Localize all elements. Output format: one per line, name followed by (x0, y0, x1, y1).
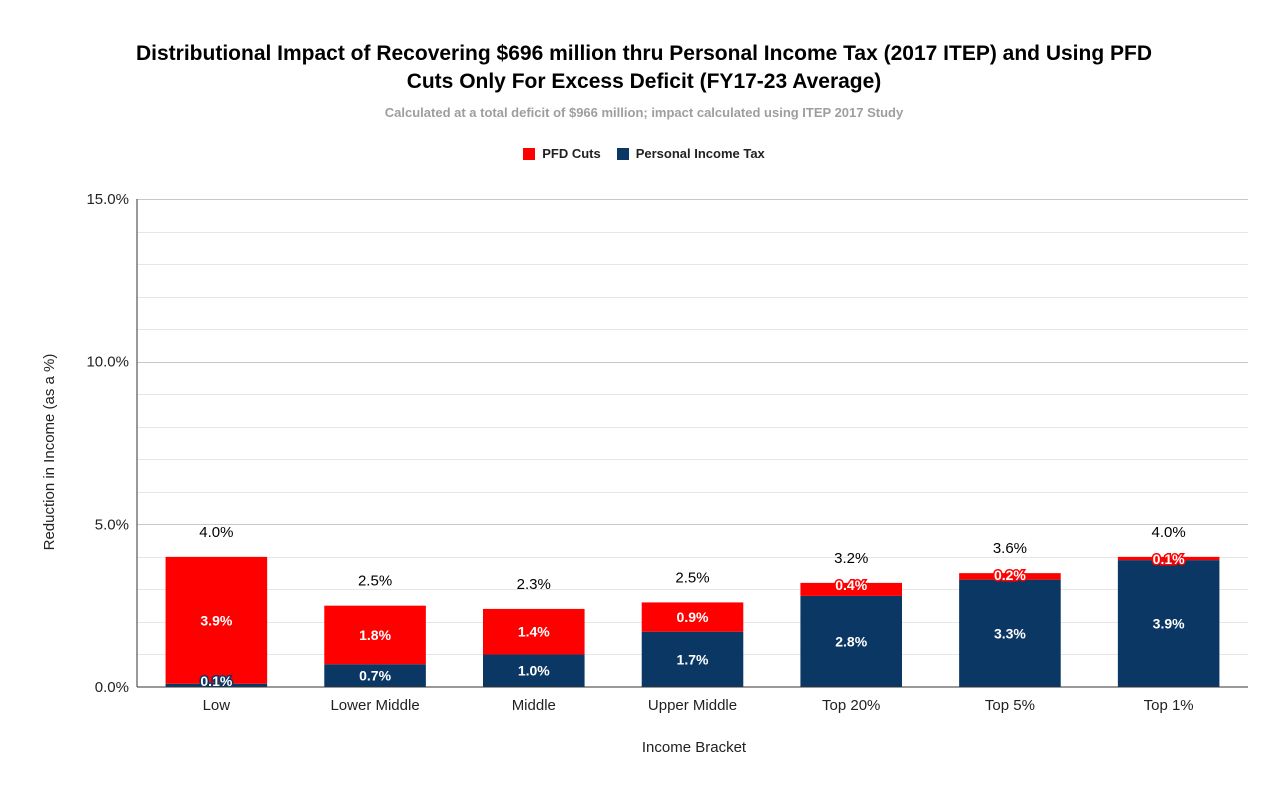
data-label-total: 4.0% (199, 524, 233, 541)
data-label-personal-income-tax: 3.3% (994, 625, 1026, 641)
data-label-personal-income-tax: 1.7% (677, 651, 709, 667)
y-tick-label: 0.0% (95, 679, 129, 696)
y-axis-title: Reduction in Income (as a %) (41, 354, 58, 551)
axes-layer (136, 199, 1248, 688)
bar-personal-income-tax (800, 595, 903, 687)
chart-title-line-2: Cuts Only For Excess Deficit (FY17-23 Av… (406, 70, 882, 93)
x-tick-label: Top 5% (985, 697, 1035, 714)
bar-personal-income-tax (959, 579, 1061, 687)
bar-pfd-cuts (324, 605, 426, 665)
x-axis-title: Income Bracket (642, 739, 747, 756)
chart-title-line-1: Distributional Impact of Recovering $696… (136, 42, 1152, 65)
data-label-personal-income-tax: 0.7% (359, 668, 391, 684)
legend-label-personal-income-tax: Personal Income Tax (635, 146, 765, 161)
data-label-pfd-cuts: 0.4% (835, 577, 867, 593)
data-label-pfd-cuts: 3.9% (200, 612, 232, 628)
y-tick-label: 15.0% (86, 191, 129, 208)
bar-pfd-cuts (482, 608, 585, 655)
labels-layer: 0.0% 5.0% 10.0% 15.0% 0.1% 3.9% 4.0% Low 0.7% 1.8… (86, 191, 1193, 714)
legend-label-pfd-cuts: PFD Cuts (542, 146, 601, 161)
data-label-personal-income-tax: 0.1% (200, 673, 232, 689)
bar-pfd-cuts (800, 582, 903, 596)
data-label-total: 3.2% (834, 550, 868, 567)
data-label-pfd-cuts: 0.9% (677, 609, 709, 625)
chart-title: Distributional Impact of Recovering $696… (0, 40, 1288, 96)
bar-personal-income-tax (482, 654, 585, 687)
data-label-personal-income-tax: 1.0% (518, 663, 550, 679)
bar-pfd-cuts (641, 602, 744, 632)
data-label-pfd-cuts: 0.1% (1153, 551, 1185, 567)
bar-pfd-cuts (1117, 556, 1220, 561)
bars-layer (165, 556, 1220, 687)
x-tick-label: Top 1% (1144, 697, 1194, 714)
data-label-total: 2.3% (517, 576, 551, 593)
x-tick-label: Middle (512, 697, 556, 714)
legend-swatch-personal-income-tax (616, 147, 629, 160)
legend-swatch-pfd-cuts (523, 147, 536, 160)
chart-subtitle: Calculated at a total deficit of $966 mi… (384, 105, 904, 120)
y-tick-label: 5.0% (95, 516, 129, 533)
legend-item-pfd-cuts: PFD Cuts (523, 146, 601, 161)
legend: PFD Cuts Personal Income Tax (0, 146, 1288, 161)
y-tick-label: 10.0% (86, 354, 129, 371)
bar-personal-income-tax (165, 683, 268, 687)
x-tick-label: Top 20% (822, 697, 880, 714)
data-label-pfd-cuts: 1.8% (359, 627, 391, 643)
grid-layer (137, 199, 1248, 655)
bar-personal-income-tax (324, 664, 426, 687)
data-label-total: 4.0% (1152, 524, 1186, 541)
x-tick-label: Lower Middle (330, 697, 419, 714)
x-tick-label: Upper Middle (648, 697, 737, 714)
data-label-total: 2.5% (675, 569, 709, 586)
data-label-personal-income-tax: 3.9% (1153, 616, 1185, 632)
data-label-pfd-cuts: 0.2% (994, 567, 1026, 583)
data-label-total: 3.6% (993, 540, 1027, 557)
x-tick-label: Low (203, 697, 231, 714)
data-label-pfd-cuts: 1.4% (518, 624, 550, 640)
bar-pfd-cuts (165, 556, 268, 684)
legend-item-personal-income-tax: Personal Income Tax (616, 146, 765, 161)
bar-personal-income-tax (641, 631, 744, 687)
data-label-total: 2.5% (358, 573, 392, 590)
bar-pfd-cuts (959, 573, 1061, 580)
data-label-personal-income-tax: 2.8% (835, 633, 867, 649)
bar-personal-income-tax (1117, 560, 1220, 687)
